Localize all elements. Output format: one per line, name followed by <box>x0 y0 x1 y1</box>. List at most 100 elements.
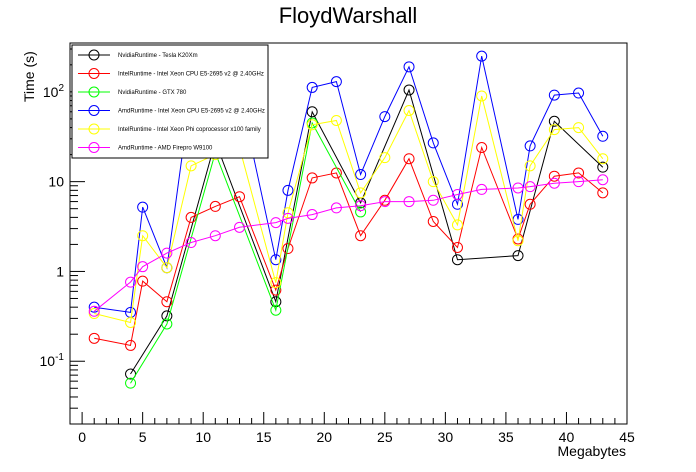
data-point <box>379 152 391 164</box>
data-point <box>476 50 488 62</box>
data-point <box>403 61 415 73</box>
data-point <box>427 137 439 149</box>
data-point <box>282 184 294 196</box>
data-point <box>524 160 536 172</box>
legend-item: AmdRuntime - Intel Xeon CPU E5-2695 v2 @… <box>78 105 265 116</box>
data-point <box>125 276 137 288</box>
series-line <box>94 145 604 346</box>
data-point <box>209 230 221 242</box>
data-point <box>161 318 173 330</box>
data-point <box>451 254 463 266</box>
legend-label: IntelRuntime - Intel Xeon Phi coprocesso… <box>118 127 261 133</box>
data-point <box>355 187 367 199</box>
x-tick-label: 0 <box>78 429 86 445</box>
data-point <box>306 81 318 93</box>
legend-item: NvidiaRuntime - Tesla K20Xm <box>78 49 198 61</box>
legend-label: AmdRuntime - Intel Xeon CPU E5-2695 v2 @… <box>118 109 265 115</box>
data-point <box>512 182 524 194</box>
data-point <box>427 194 439 206</box>
data-point <box>597 187 609 199</box>
data-point <box>379 196 391 208</box>
data-point <box>403 153 415 165</box>
series-1 <box>125 84 609 380</box>
data-point <box>573 167 585 179</box>
data-point <box>597 174 609 186</box>
data-point <box>282 207 294 219</box>
data-point <box>476 90 488 102</box>
data-point <box>306 172 318 184</box>
data-point <box>161 247 173 259</box>
data-point <box>476 183 488 195</box>
data-point <box>270 284 282 296</box>
series-6 <box>88 174 609 317</box>
legend-item: NvidiaRuntime - GTX 780 <box>78 86 187 98</box>
data-point <box>355 200 367 212</box>
data-point <box>330 76 342 88</box>
data-point <box>137 201 149 213</box>
data-point <box>306 209 318 221</box>
data-point <box>137 230 149 242</box>
data-point <box>524 140 536 152</box>
data-point <box>185 211 197 223</box>
legend-marker <box>88 142 100 153</box>
data-point <box>403 84 415 96</box>
y-tick-label: 1 <box>56 263 64 279</box>
data-point <box>234 221 246 233</box>
data-point <box>379 111 391 123</box>
data-point <box>597 130 609 142</box>
x-tick-label: 20 <box>316 429 332 445</box>
data-point <box>548 89 560 101</box>
data-point <box>137 261 149 273</box>
data-point <box>573 176 585 188</box>
legend: NvidiaRuntime - Tesla K20Xm IntelRuntime … <box>71 44 269 159</box>
data-point <box>573 87 585 99</box>
data-point <box>137 275 149 287</box>
data-point <box>427 176 439 188</box>
data-point <box>88 305 100 317</box>
data-point <box>355 206 367 218</box>
legend-marker <box>88 49 100 61</box>
legend-box <box>71 44 269 159</box>
x-tick-label: 35 <box>498 429 514 445</box>
data-point <box>270 217 282 229</box>
data-point <box>512 250 524 262</box>
legend-marker <box>88 86 100 98</box>
y-tick-label: 102 <box>43 83 65 100</box>
series-line <box>93 179 603 312</box>
data-point <box>355 230 367 242</box>
data-point <box>403 104 415 116</box>
series-line <box>130 121 362 384</box>
data-point <box>548 170 560 182</box>
data-point <box>403 196 415 208</box>
legend-label: NvidiaRuntime - GTX 780 <box>118 90 187 96</box>
data-point <box>476 142 488 154</box>
legend-item: IntelRuntime - Intel Xeon CPU E5-2695 v2… <box>78 68 264 79</box>
data-point <box>330 202 342 214</box>
series-5 <box>88 90 609 329</box>
series-layer <box>88 50 609 389</box>
legend-item: IntelRuntime - Intel Xeon Phi coprocesso… <box>78 123 261 135</box>
data-point <box>185 160 197 172</box>
data-point <box>355 169 367 181</box>
data-point <box>125 377 137 389</box>
legend-label: IntelRuntime - Intel Xeon CPU E5-2695 v2… <box>118 72 264 78</box>
data-point <box>161 310 173 322</box>
data-point <box>270 277 282 289</box>
data-point <box>209 200 221 212</box>
data-point <box>306 119 318 131</box>
data-point <box>270 254 282 266</box>
data-point <box>512 235 524 247</box>
x-tick-label: 30 <box>438 429 454 445</box>
data-point <box>451 188 463 200</box>
legend-item: AmdRuntime - AMD Firepro W9100 <box>78 142 213 153</box>
data-point <box>548 124 560 136</box>
data-point <box>451 241 463 253</box>
data-point <box>161 296 173 308</box>
data-point <box>548 177 560 189</box>
y-tick-label: 10 <box>48 174 64 190</box>
data-point <box>330 114 342 126</box>
x-tick-label: 15 <box>256 429 272 445</box>
x-tick-label: 10 <box>195 429 211 445</box>
data-point <box>597 161 609 173</box>
data-point <box>282 243 294 255</box>
